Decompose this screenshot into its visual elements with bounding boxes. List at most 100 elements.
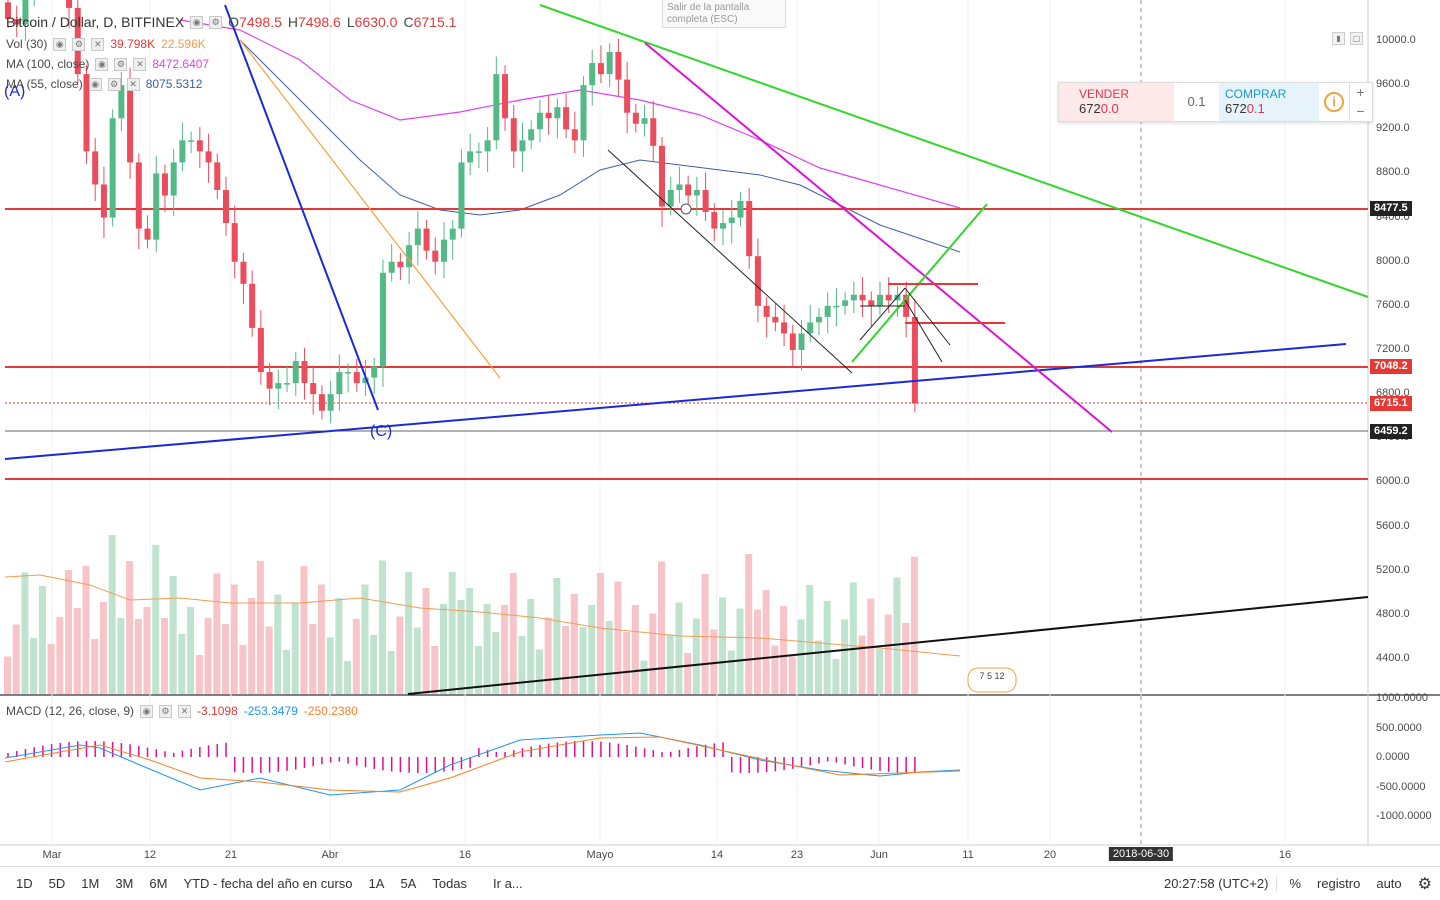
volume-bar — [474, 646, 482, 694]
candle — [615, 52, 622, 80]
volume-bar — [230, 584, 238, 694]
volume-bar — [579, 627, 587, 694]
price-tag: 6715.1 — [1370, 395, 1412, 411]
maximize-icon[interactable]: ▢ — [1350, 32, 1363, 45]
sma55-legend[interactable]: MA (55, close) ◉ ⚙ ✕ 8075.5312 — [6, 77, 203, 91]
log-toggle[interactable]: registro — [1316, 876, 1361, 891]
volume-bar — [649, 613, 657, 694]
volume-bar — [117, 618, 125, 694]
candle — [379, 272, 386, 367]
close-icon[interactable]: ✕ — [91, 37, 105, 51]
volume-bar — [326, 637, 334, 694]
candle — [772, 316, 779, 323]
eye-icon[interactable]: ◉ — [95, 57, 109, 71]
fullscreen-hint[interactable]: Salir de la pantalla completa (ESC) — [662, 0, 786, 28]
sma100-legend[interactable]: MA (100, close) ◉ ⚙ ✕ 8472.6407 — [6, 57, 210, 71]
candle — [257, 327, 264, 373]
macd-legend[interactable]: MACD (12, 26, close, 9) ◉ ⚙ ✕ -3.1098 -2… — [6, 704, 358, 718]
volume-bar — [134, 619, 142, 694]
candle — [432, 250, 439, 262]
gear-icon[interactable]: ⚙ — [1417, 875, 1432, 893]
range-button[interactable]: 1D — [16, 876, 33, 891]
range-button[interactable]: 5A — [400, 876, 417, 891]
volume-legend[interactable]: Vol (30) ◉ ⚙ ✕ 39.798K 22.596K — [6, 37, 206, 51]
volume-bar — [143, 607, 151, 694]
eye-icon[interactable]: ◉ — [190, 15, 204, 29]
goto-button[interactable]: Ir a... — [493, 876, 523, 891]
volume-bar — [570, 594, 578, 694]
range-button[interactable]: 1A — [368, 876, 385, 891]
date-axis-label: 2018-06-30 — [1108, 847, 1174, 861]
plus-button[interactable]: + — [1356, 84, 1365, 100]
settings-icon[interactable]: ⚙ — [209, 15, 223, 29]
date-axis-label: 20 — [1043, 849, 1057, 861]
price-chart[interactable]: (A) (C) 7 5 12 — [0, 0, 1440, 866]
percent-toggle[interactable]: % — [1276, 876, 1309, 891]
volume-bar — [684, 653, 692, 694]
eye-icon[interactable]: ◉ — [88, 77, 102, 91]
settings-icon[interactable]: ⚙ — [107, 77, 121, 91]
volume-bar — [692, 618, 700, 694]
volume-bar — [605, 621, 613, 694]
settings-icon[interactable]: ⚙ — [159, 704, 173, 718]
clock-time[interactable]: 20:27:58 (UTC+2) — [1164, 876, 1269, 891]
range-button[interactable]: 3M — [115, 876, 134, 891]
candle — [650, 118, 657, 146]
settings-icon[interactable]: ⚙ — [114, 57, 128, 71]
candle — [231, 223, 238, 262]
range-button[interactable]: Todas — [432, 876, 468, 891]
candle — [214, 162, 221, 190]
candle — [850, 294, 857, 301]
restore-icon[interactable]: ▮ — [1332, 32, 1345, 45]
minus-button[interactable]: − — [1356, 103, 1365, 119]
range-button[interactable]: YTD - fecha del año en curso — [183, 876, 353, 891]
high-value: 7498.6 — [298, 14, 341, 30]
volume-bar — [222, 624, 229, 694]
volume-bar — [378, 560, 386, 694]
candle — [371, 366, 378, 378]
price-axis-label: 7600.0 — [1376, 298, 1410, 311]
sell-button[interactable]: VENDER 6720.0 — [1059, 83, 1174, 121]
range-button[interactable]: 1M — [81, 876, 100, 891]
date-axis-label: Mayo — [586, 849, 614, 861]
trade-widget: VENDER 6720.0 0.1 COMPRAR 6720.1 i + − — [1058, 82, 1373, 122]
candle — [536, 112, 543, 130]
candle — [5, 2, 11, 19]
candle — [144, 228, 151, 240]
volume-bar — [169, 576, 177, 694]
range-button[interactable]: 6M — [149, 876, 168, 891]
settings-icon[interactable]: ⚙ — [72, 37, 86, 51]
price-axis-label: 8800.0 — [1376, 166, 1410, 179]
volume-bar — [483, 604, 491, 694]
range-button[interactable]: 5D — [48, 876, 66, 891]
volume-bar — [902, 623, 910, 694]
eye-icon[interactable]: ◉ — [140, 704, 154, 718]
wave-label-a: (A) — [4, 83, 25, 100]
candle — [728, 217, 735, 224]
volume-bar — [431, 646, 439, 694]
date-axis-label: 14 — [710, 849, 724, 861]
candle — [266, 372, 273, 389]
volume-bar — [780, 606, 788, 694]
auto-toggle[interactable]: auto — [1376, 876, 1402, 891]
candle — [161, 173, 168, 196]
eye-icon[interactable]: ◉ — [53, 37, 67, 51]
volume-bar — [108, 535, 116, 694]
info-icon[interactable]: i — [1319, 83, 1349, 121]
close-icon[interactable]: ✕ — [133, 57, 147, 71]
volume-bar — [797, 619, 805, 694]
bottom-toolbar: 1D 5D 1M 3M 6M YTD - fecha del año en curso 1A… — [0, 866, 1440, 900]
candle — [318, 394, 325, 411]
volume-bar — [736, 608, 744, 694]
candle — [301, 361, 308, 384]
candle — [179, 140, 186, 163]
candle — [327, 394, 334, 411]
close-icon[interactable]: ✕ — [126, 77, 140, 91]
volume-bar — [910, 556, 918, 694]
buy-button[interactable]: COMPRAR 6720.1 — [1219, 83, 1319, 121]
candle — [249, 283, 256, 328]
close-icon[interactable]: ✕ — [178, 704, 192, 718]
symbol-title[interactable]: Bitcoin / Dollar, D, BITFINEX — [6, 14, 185, 30]
volume-bar — [675, 602, 683, 694]
trend-orange — [239, 39, 501, 379]
